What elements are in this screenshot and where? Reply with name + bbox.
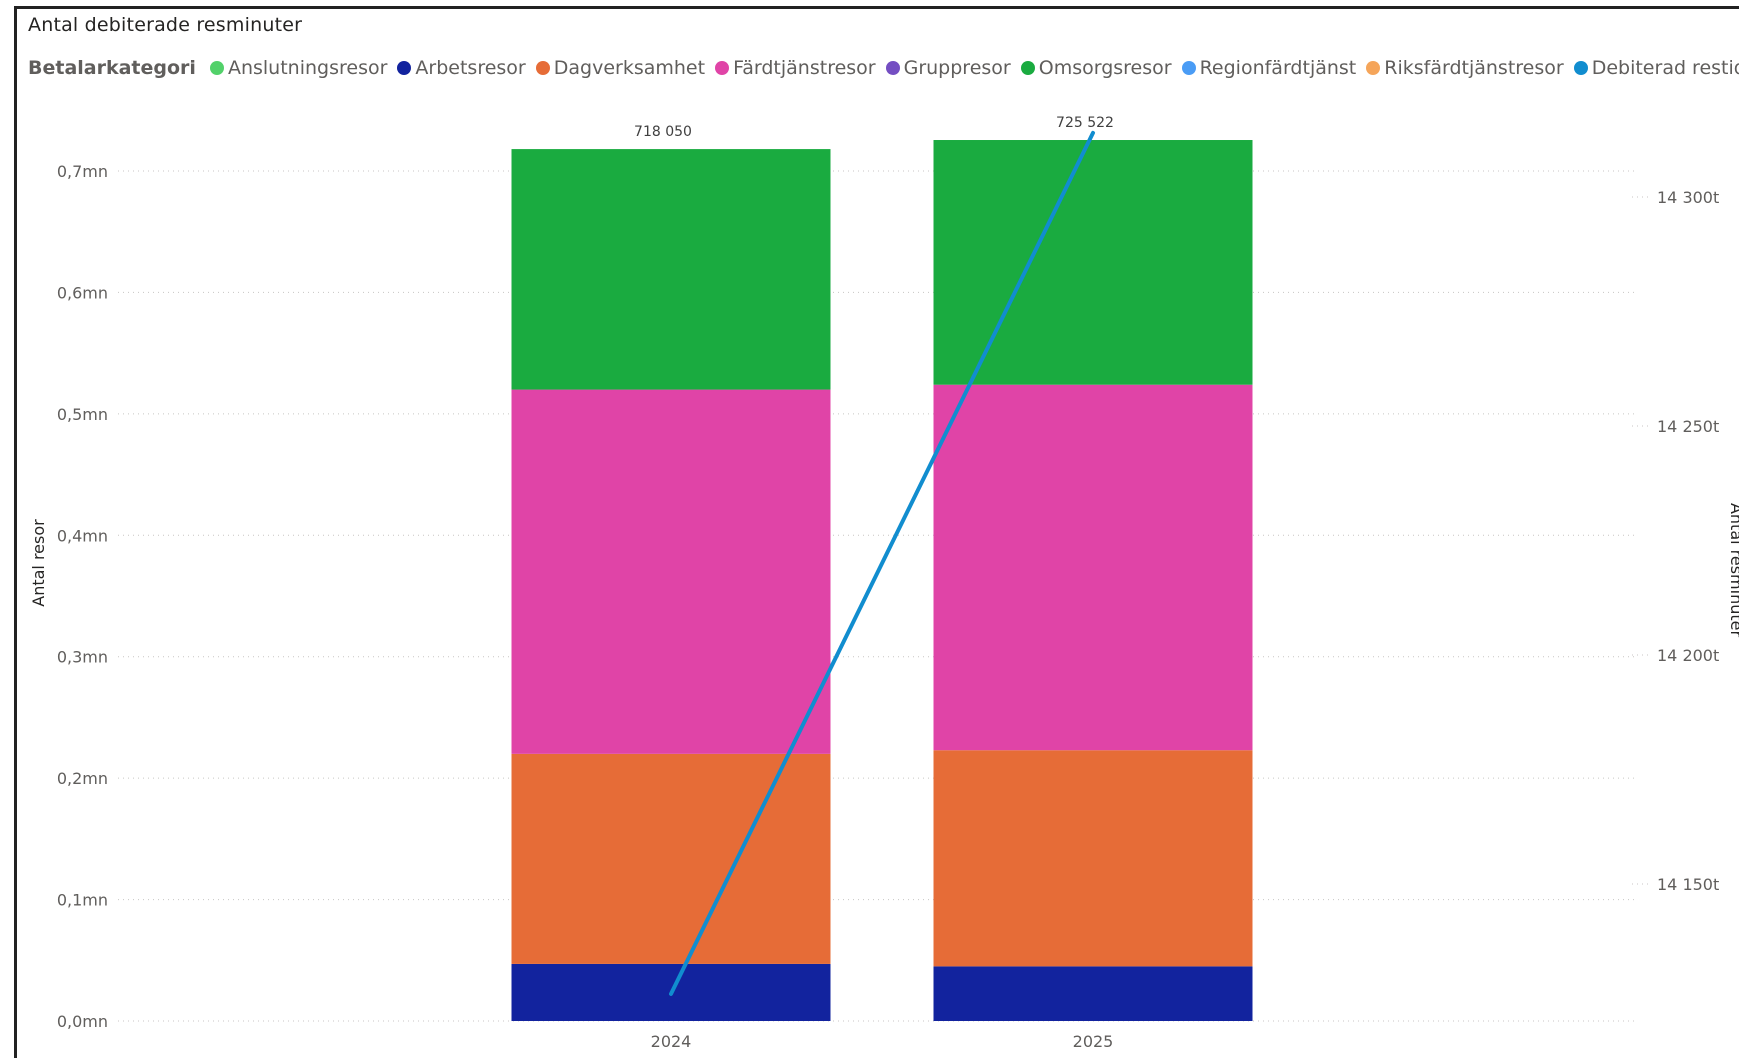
bar-segment[interactable]	[511, 753, 831, 964]
tick-labels: 0,0mn 0,1mn 0,2mn 0,3mn 0,4mn 0,5mn 0,6mn 0,7mn…	[29, 115, 1739, 1051]
bar-segment[interactable]	[933, 750, 1253, 967]
bar-segment[interactable]	[933, 384, 1253, 751]
legend-label: Debiterad restid	[1591, 57, 1739, 79]
y2-tick-label: 14 150t	[1657, 875, 1719, 894]
y2-axis-title: Antal resminuter	[1727, 503, 1739, 638]
x-tick-label: 2024	[651, 1032, 692, 1051]
legend-label: Färdtjänstresor	[733, 57, 876, 79]
bar-segment[interactable]	[933, 966, 1253, 1021]
total-data-label: 725 522	[1056, 115, 1114, 131]
legend-item[interactable]: Anslutningsresor	[209, 57, 388, 79]
legend-marker	[209, 61, 224, 75]
legend-item[interactable]: Riksfärdtjänstresor	[1366, 57, 1564, 79]
legend-marker	[1366, 61, 1381, 75]
legend-marker	[1020, 61, 1035, 75]
legend-marker	[1181, 61, 1196, 75]
legend-label: Omsorgsresor	[1038, 57, 1172, 79]
y-tick-label: 0,0mn	[57, 1012, 108, 1031]
gridlines	[118, 170, 1650, 1022]
legend-marker	[397, 61, 412, 75]
legend-marker	[1573, 61, 1588, 75]
legend-label: Gruppresor	[903, 57, 1011, 79]
total-data-label: 718 050	[634, 124, 692, 140]
bar-segment[interactable]	[933, 140, 1253, 385]
legend: Betalarkategori Anslutningsresor Arbetsre…	[28, 57, 1739, 79]
bar-segment[interactable]	[511, 149, 831, 390]
legend-item[interactable]: Debiterad restid	[1573, 57, 1739, 79]
x-tick-label: 2025	[1073, 1032, 1114, 1051]
y2-tick-label: 14 200t	[1657, 646, 1719, 665]
legend-label: Regionfärdtjänst	[1199, 57, 1357, 79]
line-series	[669, 130, 1095, 996]
chart-visual-frame	[14, 6, 1739, 1058]
legend-label: Riksfärdtjänstresor	[1384, 57, 1564, 79]
y-tick-label: 0,4mn	[57, 526, 108, 545]
y-tick-label: 0,5mn	[57, 405, 108, 424]
legend-item[interactable]: Arbetsresor	[397, 57, 526, 79]
y-axis-title: Antal resor	[29, 519, 48, 607]
legend-label: Arbetsresor	[415, 57, 526, 79]
y-tick-label: 0,3mn	[57, 648, 108, 667]
bar-segment[interactable]	[511, 389, 831, 754]
legend-title: Betalarkategori	[28, 57, 196, 79]
y2-tick-label: 14 250t	[1657, 417, 1719, 436]
legend-item[interactable]: Färdtjänstresor	[715, 57, 876, 79]
legend-label: Dagverksamhet	[553, 57, 706, 79]
legend-item[interactable]: Regionfärdtjänst	[1181, 57, 1357, 79]
legend-item[interactable]: Gruppresor	[885, 57, 1011, 79]
legend-items: Anslutningsresor Arbetsresor Dagverksamhet…	[209, 57, 1739, 79]
y-tick-label: 0,1mn	[57, 891, 108, 910]
legend-item[interactable]: Dagverksamhet	[535, 57, 706, 79]
legend-label: Anslutningsresor	[227, 57, 388, 79]
chart-title: Antal debiterade resminuter	[28, 14, 303, 36]
legend-marker	[535, 61, 550, 75]
bars	[511, 140, 1253, 1021]
y-tick-label: 0,7mn	[57, 162, 108, 181]
y-tick-label: 0,6mn	[57, 283, 108, 302]
legend-item[interactable]: Omsorgsresor	[1020, 57, 1172, 79]
y-tick-label: 0,2mn	[57, 769, 108, 788]
y2-tick-label: 14 300t	[1657, 188, 1719, 207]
legend-marker	[715, 61, 730, 75]
legend-marker	[885, 61, 900, 75]
line-debiterad-restid[interactable]	[669, 130, 1095, 996]
